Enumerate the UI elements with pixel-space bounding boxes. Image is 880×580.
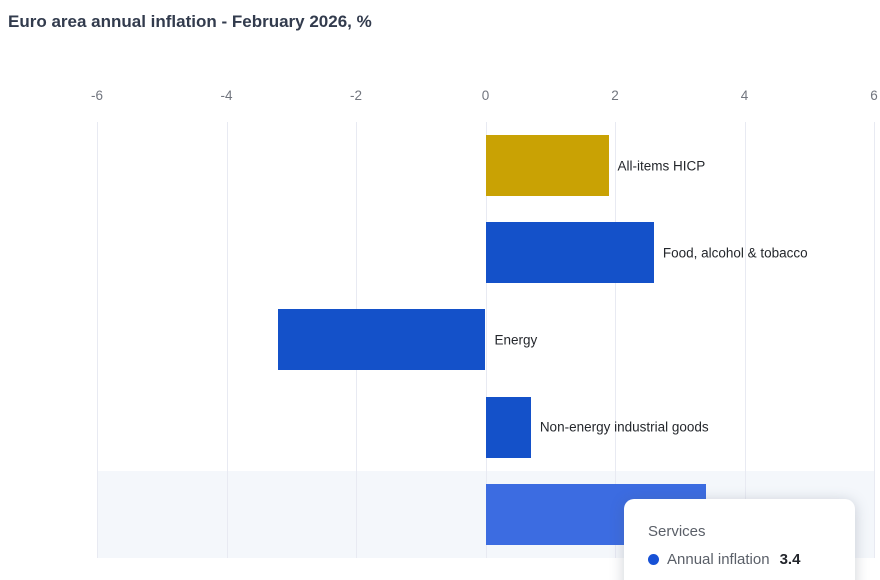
bar-row: All-items HICP bbox=[97, 122, 874, 209]
tooltip-title: Services bbox=[648, 523, 706, 540]
bar-row: Food, alcohol & tobacco bbox=[97, 209, 874, 296]
chart-title: Euro area annual inflation - February 20… bbox=[8, 12, 372, 31]
tooltip: Services Annual inflation 3.4 bbox=[624, 499, 855, 580]
x-tick-label: 2 bbox=[611, 88, 619, 103]
tooltip-series-row: Annual inflation 3.4 bbox=[648, 551, 855, 568]
tooltip-series-label: Annual inflation bbox=[667, 551, 770, 568]
bar-all-items-hicp[interactable] bbox=[485, 135, 609, 196]
bar-label: All-items HICP bbox=[617, 158, 706, 174]
gridline bbox=[744, 122, 746, 558]
gridline bbox=[874, 122, 875, 558]
bar-label: Food, alcohol & tobacco bbox=[662, 245, 808, 261]
plot-area: All-items HICP Food, alcohol & tobacco E… bbox=[97, 122, 875, 558]
x-tick-label: -2 bbox=[349, 88, 363, 103]
bar-label: Energy bbox=[494, 332, 538, 348]
bar-row: Non-energy industrial goods bbox=[97, 384, 874, 471]
gridline bbox=[615, 122, 616, 558]
series-marker-icon bbox=[648, 554, 659, 565]
bar-row: Energy bbox=[97, 296, 874, 383]
gridline bbox=[226, 122, 228, 558]
x-tick-label: -4 bbox=[220, 88, 233, 103]
tooltip-value: 3.4 bbox=[779, 551, 801, 568]
x-tick-label: 6 bbox=[870, 88, 878, 103]
bar-food-alcohol-tobacco[interactable] bbox=[485, 222, 654, 284]
bar-non-energy-industrial-goods[interactable] bbox=[485, 396, 531, 458]
gridline bbox=[97, 122, 98, 558]
bar-rows: All-items HICP Food, alcohol & tobacco E… bbox=[97, 122, 874, 558]
bar-label: Non-energy industrial goods bbox=[539, 419, 709, 435]
x-tick-label: 0 bbox=[481, 88, 490, 103]
x-tick-label: 4 bbox=[740, 88, 749, 103]
bar-energy[interactable] bbox=[278, 309, 486, 371]
x-tick-label: -6 bbox=[90, 88, 104, 103]
gridline bbox=[485, 122, 487, 558]
x-axis: -6 -4 -2 0 2 4 6 bbox=[91, 88, 878, 106]
